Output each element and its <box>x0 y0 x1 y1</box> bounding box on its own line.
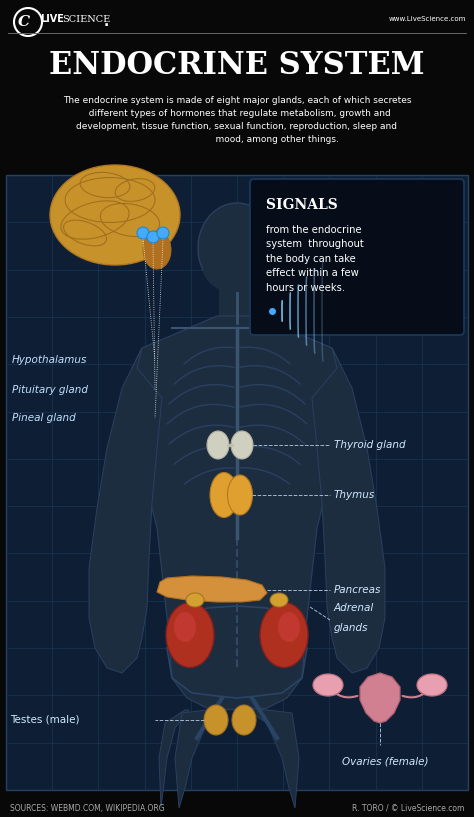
Text: The endocrine system is made of eight major glands, each of which secretes
  dif: The endocrine system is made of eight ma… <box>63 96 411 145</box>
Text: SCIENCE: SCIENCE <box>62 15 110 24</box>
Text: R. TORO / © LiveScience.com: R. TORO / © LiveScience.com <box>352 803 464 812</box>
Ellipse shape <box>260 602 308 667</box>
Ellipse shape <box>210 472 238 517</box>
Text: Ovaries (female): Ovaries (female) <box>342 757 428 767</box>
Ellipse shape <box>198 203 276 293</box>
Ellipse shape <box>166 602 214 667</box>
Ellipse shape <box>186 593 204 607</box>
Bar <box>6 175 468 790</box>
Polygon shape <box>157 576 267 602</box>
Text: Pituitary gland: Pituitary gland <box>12 385 88 395</box>
Ellipse shape <box>137 227 149 239</box>
Ellipse shape <box>143 231 171 269</box>
Ellipse shape <box>231 431 253 459</box>
Text: Thyroid gland: Thyroid gland <box>334 440 406 450</box>
Text: Hypothalamus: Hypothalamus <box>12 355 87 365</box>
Ellipse shape <box>174 612 196 642</box>
Ellipse shape <box>157 227 169 239</box>
Text: S​IGNALS: S​IGNALS <box>266 198 338 212</box>
Polygon shape <box>159 710 189 808</box>
Ellipse shape <box>228 475 253 515</box>
Polygon shape <box>312 348 385 673</box>
Polygon shape <box>247 708 299 808</box>
Ellipse shape <box>417 674 447 696</box>
Text: .: . <box>104 15 109 29</box>
Text: Thymus: Thymus <box>334 490 375 500</box>
Bar <box>0 0 474 175</box>
FancyBboxPatch shape <box>250 179 464 335</box>
Text: glands: glands <box>334 623 368 633</box>
Text: Testes (male): Testes (male) <box>10 715 80 725</box>
Ellipse shape <box>203 243 271 293</box>
Bar <box>219 288 255 318</box>
Text: C: C <box>18 15 30 29</box>
Ellipse shape <box>278 612 300 642</box>
Ellipse shape <box>270 593 288 607</box>
Text: Pancreas: Pancreas <box>334 585 382 595</box>
Text: from the endocrine
system  throughout
the body can take
effect within a few
hour: from the endocrine system throughout the… <box>266 225 364 292</box>
Text: Pineal gland: Pineal gland <box>12 413 76 423</box>
Text: Adrenal: Adrenal <box>334 603 374 613</box>
Ellipse shape <box>204 705 228 735</box>
Ellipse shape <box>313 674 343 696</box>
Ellipse shape <box>50 165 180 265</box>
Polygon shape <box>175 708 227 808</box>
Text: SOURCES: WEBMD.COM, WIKIPEDIA.ORG: SOURCES: WEBMD.COM, WIKIPEDIA.ORG <box>10 803 164 812</box>
Ellipse shape <box>147 231 159 243</box>
Polygon shape <box>132 316 342 710</box>
Polygon shape <box>89 348 162 673</box>
Polygon shape <box>360 673 400 723</box>
Text: E​NDOCRINE S​YSTEM: E​NDOCRINE S​YSTEM <box>49 50 425 81</box>
Ellipse shape <box>207 431 229 459</box>
Ellipse shape <box>232 705 256 735</box>
Text: www.LiveScience.com: www.LiveScience.com <box>389 16 466 22</box>
Text: LIVE: LIVE <box>40 14 64 24</box>
